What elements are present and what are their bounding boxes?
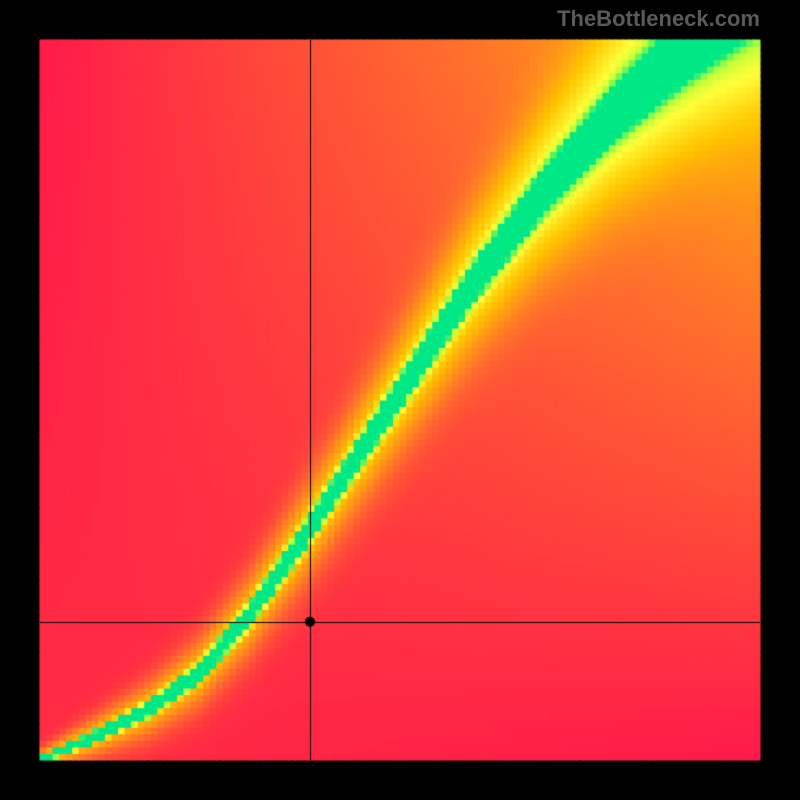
- watermark-text: TheBottleneck.com: [557, 6, 760, 32]
- bottleneck-heatmap: [0, 0, 800, 800]
